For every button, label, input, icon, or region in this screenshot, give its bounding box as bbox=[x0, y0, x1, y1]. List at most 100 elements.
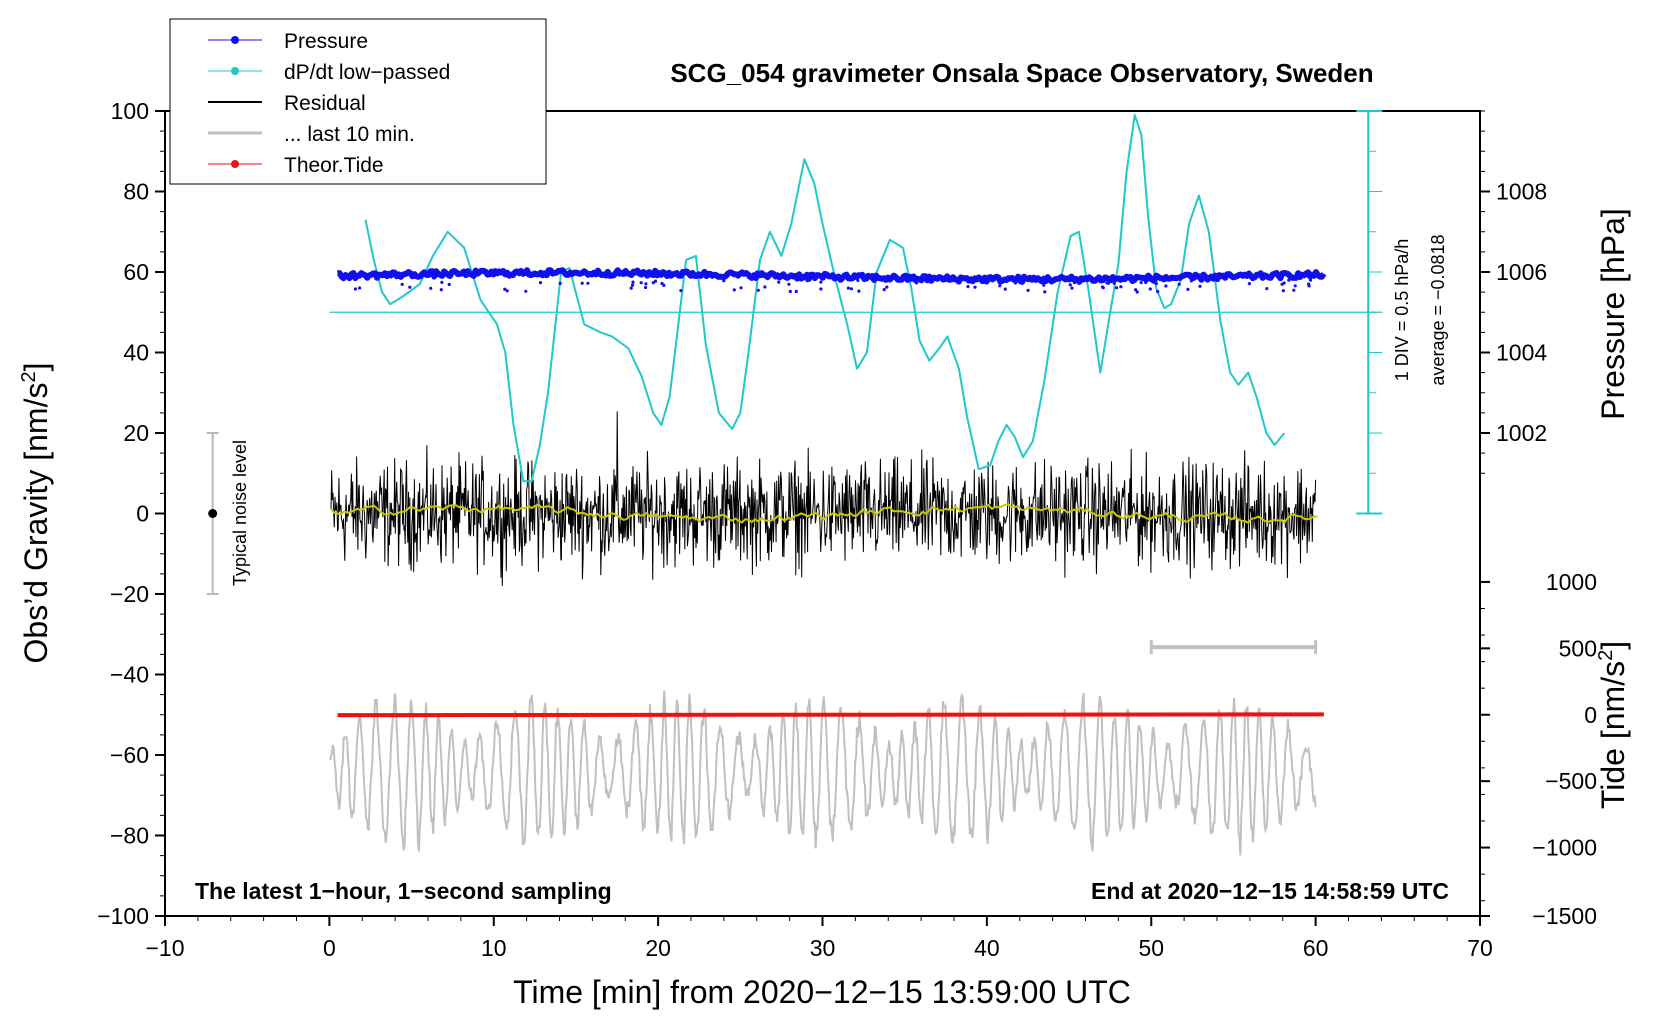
tide-tick-label: −1000 bbox=[1532, 835, 1597, 861]
y-axis-label-gravity-text: Obs’d Gravity [nm/s bbox=[18, 383, 54, 664]
pressure-point bbox=[1026, 288, 1030, 292]
tide-tick-label: 500 bbox=[1559, 635, 1597, 661]
legend-label-residual: Residual bbox=[284, 92, 366, 115]
pressure-point bbox=[644, 282, 648, 286]
x-tick-label: −10 bbox=[145, 935, 184, 961]
pressure-point bbox=[1068, 283, 1072, 287]
x-tick-label: 50 bbox=[1138, 935, 1164, 961]
y-axis-label-gravity-sup: 2 bbox=[18, 371, 40, 382]
pressure-tick-label: 1002 bbox=[1496, 420, 1547, 446]
pressure-point bbox=[856, 278, 860, 282]
scale-average-label: average = −0.0818 bbox=[1428, 234, 1448, 385]
pressure-point bbox=[1156, 289, 1160, 294]
pressure-point bbox=[679, 289, 683, 293]
y-axis-label-tide-close: ] bbox=[1595, 641, 1631, 650]
pressure-line bbox=[336, 267, 1327, 285]
pressure-point bbox=[1154, 281, 1158, 286]
y-tick-label: 80 bbox=[123, 179, 149, 205]
legend-item-last10: ... last 10 min. bbox=[208, 123, 415, 146]
pressure-point bbox=[440, 280, 444, 284]
noise-level-label: Typical noise level bbox=[230, 440, 250, 586]
pressure-point bbox=[787, 282, 791, 286]
pressure-point bbox=[739, 286, 743, 290]
y-axis-label-gravity-close: ] bbox=[18, 363, 54, 372]
pressure-point bbox=[429, 286, 433, 290]
y-axis-label-tide-sup: 2 bbox=[1595, 650, 1617, 661]
scale-div-label: 1 DIV = 0.5 hPa/h bbox=[1392, 239, 1412, 382]
pressure-point bbox=[1013, 281, 1018, 285]
x-tick-label: 70 bbox=[1467, 935, 1493, 961]
pressure-point bbox=[639, 281, 643, 285]
pressure-point bbox=[763, 285, 767, 289]
pressure-point bbox=[447, 282, 451, 287]
pressure-point bbox=[1281, 289, 1285, 293]
x-tick-label: 60 bbox=[1303, 935, 1329, 961]
tide-tick-label: 0 bbox=[1584, 702, 1597, 728]
pressure-point bbox=[631, 280, 635, 284]
tide-line bbox=[337, 712, 1324, 718]
tide-tick-label: 1000 bbox=[1546, 569, 1597, 595]
pressure-point bbox=[1139, 281, 1143, 285]
pressure-point bbox=[662, 283, 666, 287]
legend-label-tide: Theor.Tide bbox=[284, 154, 384, 177]
pressure-point bbox=[846, 286, 851, 290]
legend-item-dpdt: dP/dt low−passed bbox=[208, 61, 450, 84]
pressure-point bbox=[586, 281, 590, 285]
pressure-point bbox=[524, 289, 528, 293]
pressure-point bbox=[1115, 286, 1119, 290]
pressure-tick-label: 1006 bbox=[1496, 259, 1547, 285]
x-axis-label: Time [min] from 2020−12−15 13:59:00 UTC bbox=[513, 974, 1131, 1010]
pressure-point bbox=[819, 287, 823, 291]
legend: Pressure dP/dt low−passed Residual ... l… bbox=[169, 18, 547, 185]
y-tick-label: −80 bbox=[110, 823, 149, 849]
pressure-point bbox=[915, 281, 919, 285]
legend-label-dpdt: dP/dt low−passed bbox=[284, 61, 450, 84]
pressure-trace bbox=[336, 267, 1327, 294]
y-tick-label: −60 bbox=[110, 742, 149, 768]
y-tick-label: 20 bbox=[123, 420, 149, 446]
pressure-point bbox=[580, 281, 584, 285]
pressure-point bbox=[353, 287, 357, 291]
pressure-point bbox=[722, 279, 726, 283]
pressure-point bbox=[777, 280, 781, 284]
pressure-point bbox=[1101, 285, 1105, 289]
y-axis-label-gravity: Obs’d Gravity [nm/s2] bbox=[18, 363, 54, 664]
last10-line bbox=[329, 690, 1317, 856]
pressure-point bbox=[805, 279, 810, 283]
pressure-point bbox=[1144, 280, 1148, 285]
pressure-point bbox=[1186, 287, 1190, 291]
pressure-point bbox=[644, 285, 648, 290]
x-tick-label: 30 bbox=[810, 935, 836, 961]
tide-tick-label: −1500 bbox=[1532, 903, 1597, 929]
pressure-point bbox=[998, 284, 1002, 288]
pressure-point bbox=[1198, 284, 1202, 288]
y-tick-label: 100 bbox=[111, 98, 149, 124]
pressure-point bbox=[1070, 286, 1074, 290]
pressure-point bbox=[1073, 281, 1077, 285]
pressure-point bbox=[651, 281, 655, 285]
pressure-point bbox=[849, 287, 854, 291]
pressure-point bbox=[788, 289, 792, 294]
x-tick-label: 20 bbox=[645, 935, 671, 961]
pressure-point bbox=[1309, 278, 1313, 282]
residual-line bbox=[330, 411, 1317, 587]
pressure-point bbox=[973, 285, 977, 289]
legend-label-pressure: Pressure bbox=[284, 30, 368, 53]
legend-marker-dpdt bbox=[231, 67, 239, 75]
y-tick-label: 0 bbox=[136, 501, 149, 527]
pressure-point bbox=[629, 286, 633, 290]
pressure-point bbox=[1287, 278, 1291, 282]
pressure-point bbox=[439, 288, 443, 292]
pressure-point bbox=[966, 285, 970, 289]
pressure-point bbox=[756, 288, 760, 292]
pressure-point bbox=[794, 289, 798, 294]
y-tick-label: −40 bbox=[110, 662, 149, 688]
annotation-sampling: The latest 1−hour, 1−second sampling bbox=[195, 878, 612, 904]
y-tick-label: 60 bbox=[123, 259, 149, 285]
legend-item-residual: Residual bbox=[208, 92, 366, 115]
y-axis-label-tide-text: Tide [nm/s bbox=[1595, 661, 1631, 809]
pressure-point bbox=[505, 289, 509, 293]
y-tick-label: −100 bbox=[97, 903, 149, 929]
pressure-point bbox=[1134, 288, 1138, 292]
